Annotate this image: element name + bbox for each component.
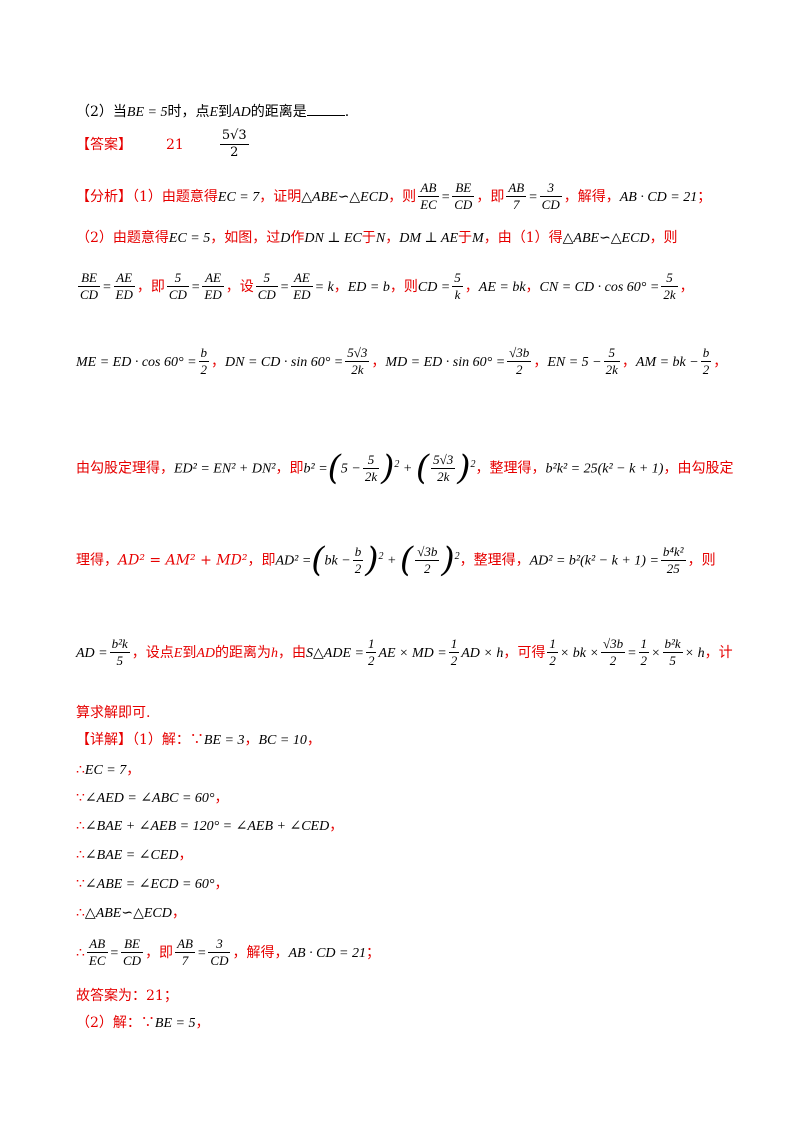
q2-to: 到: [218, 104, 233, 120]
q2-condition: BE = 5: [126, 105, 168, 120]
detail-line-10: （2）解：∵BE = 5，: [76, 1015, 210, 1031]
analysis-line-4: ME = ED · cos 60° = b 2 ，DN = CD · sin 60° …: [76, 345, 728, 378]
detail-line-2: ∴EC = 7，: [76, 762, 141, 778]
analysis-line-1: 【分析】（1）由题意得EC = 7，证明△ABE∽△ECD，则 AB EC = BE CD…: [76, 180, 712, 213]
answer-row: 【答案】 21 5√3 2: [76, 128, 251, 162]
answer-label: 【答案】: [76, 136, 132, 153]
analysis-line-3: BE CD = AE ED ，即 5 CD = AE ED ，设 5 CD = AE ED = k，ED = b，…: [78, 270, 694, 303]
q2-prefix: （2）当: [76, 104, 127, 120]
q2-line: AD: [232, 105, 251, 120]
detail-line-3: ∵∠AED = ∠ABC = 60°，: [76, 790, 229, 806]
detail-line-9: 故答案为：21；: [76, 988, 178, 1004]
answer-blank: [306, 103, 345, 116]
detail-line-7: ∴△ABE∽△ECD，: [76, 905, 186, 921]
detail-line-6: ∵∠ABE = ∠ECD = 60°，: [76, 876, 229, 892]
answer-1: 21: [166, 136, 184, 153]
analysis-line-7: AD = b²k 5 ，设点E到AD的距离为h，由S△ADE = 1 2 AE × MD =…: [76, 636, 733, 669]
analysis-line-6: 理得，AD² = AM² + MD²，即AD² =(bk − b 2)2 + (√3…: [76, 540, 716, 580]
q2-tail: 的距离是: [250, 104, 307, 120]
detail-line-1: 【详解】（1）解：∵BE = 3，BC = 10，: [76, 732, 321, 748]
analysis-line-8: 算求解即可.: [76, 705, 151, 721]
question-2: （2）当BE = 5时，点E到AD的距离是.: [76, 103, 349, 122]
answer-2-fraction: 5√3 2: [219, 128, 249, 161]
q2-end: .: [344, 104, 350, 120]
detail-line-5: ∴∠BAE = ∠CED，: [76, 847, 193, 863]
analysis-line-5: 由勾股定理得，ED² = EN² + DN²，即b² =(5 −5 2k)2 + …: [76, 448, 734, 488]
detail-label: 【详解】: [76, 732, 132, 748]
analysis-line-2: （2）由题意得EC = 5，如图，过D作DN ⊥ EC于N，DM ⊥ AE于M，…: [76, 230, 678, 246]
detail-line-8: ∴ AB EC = BE CD ，即 AB 7 = 3 CD ，解得，AB · CD = 21；: [76, 936, 380, 969]
q2-mid: 时，点: [167, 104, 210, 120]
q2-point: E: [209, 105, 219, 120]
analysis-label: 【分析】: [76, 188, 132, 205]
detail-line-4: ∴∠BAE + ∠AEB = 120° = ∠AEB + ∠CED，: [76, 818, 344, 834]
